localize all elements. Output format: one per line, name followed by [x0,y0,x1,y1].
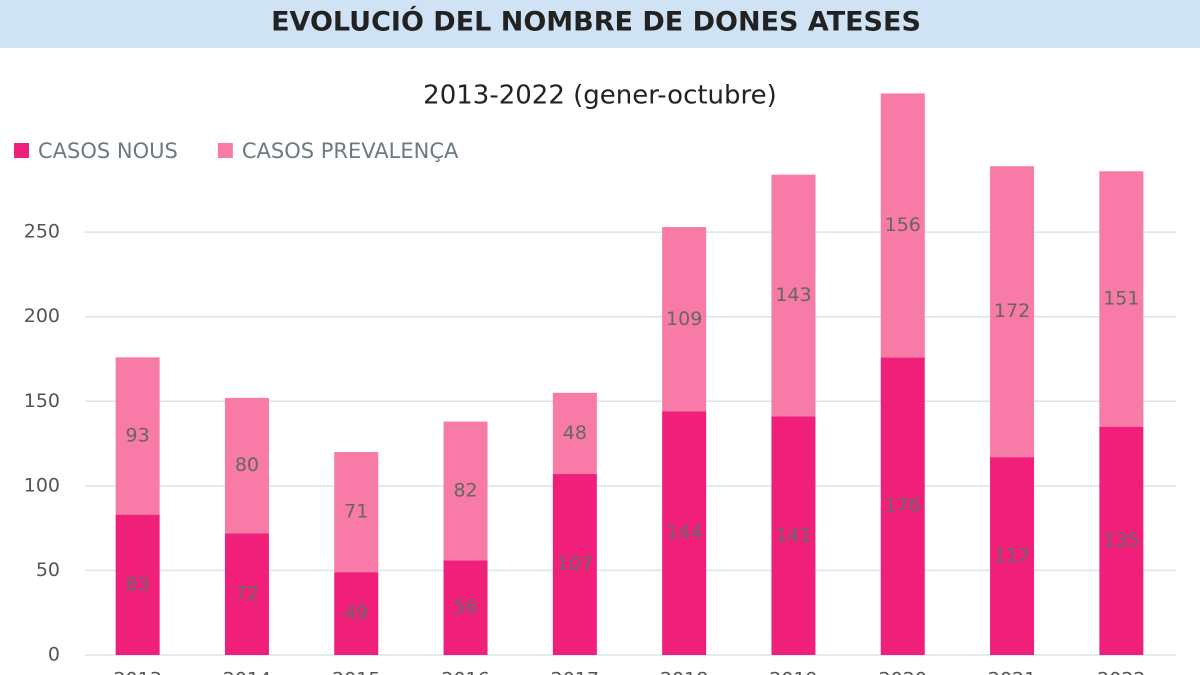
bar-segment [224,533,269,655]
y-tick-label: 150 [24,390,60,412]
chart-subtitle: 2013-2022 (gener-octubre) [423,81,777,111]
bar-segment [771,174,816,417]
data-label: 151 [1103,287,1139,309]
bar-segment [1099,426,1144,655]
x-tick-label: 2017 [551,669,599,675]
title-banner [0,0,1200,48]
data-label: 135 [1103,529,1139,551]
bar-segment [990,166,1035,458]
x-tick-label: 2020 [879,669,927,675]
x-tick-label: 2015 [332,669,380,675]
y-tick-label: 100 [24,474,60,496]
legend-swatch [217,143,233,158]
bar-segment [1099,171,1144,427]
legend-swatch [14,143,29,158]
bar-segment [662,227,707,412]
legend-label: CASOS NOUS [38,139,178,163]
bar-segment [552,474,597,655]
y-tick-label: 200 [24,305,60,327]
y-tick-label: 0 [48,644,60,666]
x-tick-label: 2019 [769,669,817,675]
data-label: 107 [557,553,593,575]
bar-segment [115,514,160,655]
x-tick-label: 2014 [223,669,271,675]
bar-segment [443,560,488,655]
data-label: 82 [453,479,477,501]
x-tick-label: 2021 [988,669,1036,675]
x-tick-label: 2018 [660,669,708,675]
data-label: 144 [666,522,702,544]
bar-segment [334,452,379,573]
data-label: 48 [563,422,587,444]
data-label: 80 [235,454,259,476]
data-label: 156 [885,214,921,236]
data-label: 109 [666,308,702,330]
chart-title: EVOLUCIÓ DEL NOMBRE DE DONES ATESES [271,6,921,38]
x-tick-label: 2022 [1097,669,1145,675]
x-tick-label: 2013 [113,669,161,675]
bar-segment [115,357,160,515]
x-tick-label: 2016 [441,669,489,675]
data-label: 93 [126,424,150,446]
bar-segment [224,397,269,534]
bar-segment [662,411,707,655]
data-label: 141 [775,524,811,546]
data-label: 83 [126,573,150,595]
data-label: 117 [994,545,1030,567]
bar-segment [443,421,488,561]
data-label: 71 [344,501,368,523]
bar-segment [334,572,379,655]
legend-label: CASOS PREVALENÇA [242,139,459,163]
bar-segment [771,416,816,655]
data-label: 56 [453,596,477,618]
y-tick-label: 250 [24,221,60,243]
bar-segment [552,392,597,475]
y-tick-label: 50 [36,559,60,581]
data-label: 72 [235,583,259,605]
bar-segment [990,457,1035,655]
data-label: 143 [775,284,811,306]
data-label: 172 [994,300,1030,322]
data-label: 176 [885,495,921,517]
bar-segment [880,357,925,655]
data-label: 49 [344,602,368,624]
bar-segment [880,93,925,358]
